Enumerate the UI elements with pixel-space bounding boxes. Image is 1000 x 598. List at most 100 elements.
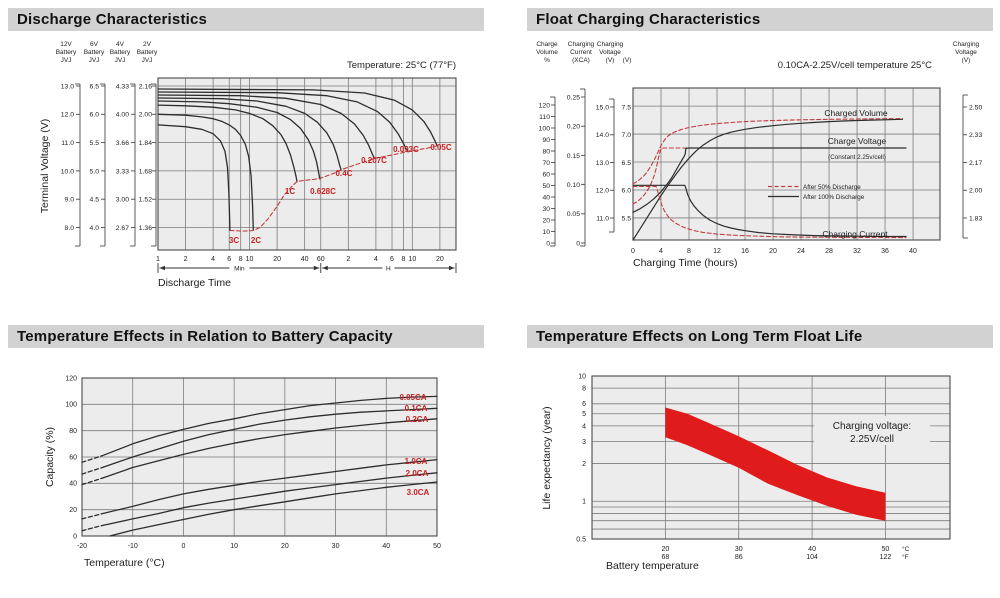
x-tick-label: 60 bbox=[317, 256, 325, 263]
y-tick-label: 0 bbox=[73, 533, 77, 540]
plot-label: 0.4C bbox=[336, 169, 353, 178]
series-0.4C bbox=[157, 97, 342, 171]
section-header-float-charging: Float Charging Characteristics bbox=[527, 8, 993, 31]
range-marker-label: H bbox=[386, 265, 391, 272]
y-tick-label: 100 bbox=[65, 402, 77, 409]
x-tick-label: 4 bbox=[211, 256, 215, 263]
y-tick-label: 10 bbox=[578, 373, 586, 380]
x-tick-label: 30 bbox=[735, 546, 743, 553]
range-marker-arrow-left bbox=[159, 265, 165, 271]
plot-label: 0.10CA-2.25V/cell temperature 25°C bbox=[778, 60, 932, 71]
aux-tick-label: 3.00 bbox=[116, 197, 129, 204]
aux-tick-label: 2.00 bbox=[139, 112, 152, 119]
aux-axis-header: 6V bbox=[90, 41, 99, 48]
aux-tick-label: 30 bbox=[542, 206, 550, 213]
x-tick-label: 1 bbox=[156, 256, 160, 263]
aux-tick-label: 40 bbox=[542, 194, 550, 201]
aux-tick-label: 20 bbox=[542, 217, 550, 224]
aux-tick-label: 1.83 bbox=[969, 215, 982, 222]
x-tick-label: 8 bbox=[687, 248, 691, 255]
x-tick-label: 24 bbox=[797, 248, 805, 255]
x-tick-label: 20 bbox=[661, 546, 669, 553]
series-charged-volume-after-100pct bbox=[632, 118, 904, 241]
x-tick-label: 20 bbox=[769, 248, 777, 255]
aux-tick-label: 110 bbox=[539, 114, 550, 121]
series-charge-voltage-after-100pct bbox=[632, 147, 907, 213]
x-tick-label: 86 bbox=[735, 554, 743, 561]
aux-axis-header: JVJ bbox=[61, 57, 72, 64]
plot-border bbox=[81, 377, 438, 537]
x-tick-label: 122 bbox=[880, 554, 892, 561]
series-2.0CA bbox=[101, 472, 438, 527]
x-tick-label: 0 bbox=[181, 543, 185, 550]
range-marker-label: Min bbox=[234, 265, 245, 272]
series-0.093C bbox=[157, 91, 409, 153]
x-tick-label: 28 bbox=[825, 248, 833, 255]
aux-tick-label: 3.33 bbox=[116, 168, 129, 175]
aux-tick-label: 5.5 bbox=[622, 215, 632, 222]
range-marker-arrow-right bbox=[313, 265, 320, 271]
plot-label: 0.093C bbox=[393, 145, 419, 154]
aux-tick-label: 1.84 bbox=[139, 140, 152, 147]
plot-label: °C bbox=[902, 545, 910, 553]
aux-axis-header: 12V bbox=[60, 41, 72, 48]
plot-label: 0.2CA bbox=[406, 415, 429, 424]
aux-axis-header: Battery bbox=[84, 49, 105, 56]
x-tick-label: 10 bbox=[230, 543, 238, 550]
float-x-axis-title: Charging Time (hours) bbox=[633, 257, 738, 269]
plot-label: (Constant 2.25v/cell) bbox=[828, 154, 886, 161]
series-charge-voltage-after-50pct bbox=[632, 147, 792, 205]
x-tick-label: 20 bbox=[281, 543, 289, 550]
aux-axis-header: (V) bbox=[623, 57, 632, 64]
x-tick-label: 10 bbox=[246, 256, 254, 263]
x-tick-label: 0 bbox=[631, 248, 635, 255]
series-0.2CA-tail bbox=[81, 477, 103, 486]
discharge-x-axis-title: Discharge Time bbox=[158, 277, 231, 289]
aux-axis-header: Charging bbox=[597, 41, 624, 48]
x-tick-label: 2 bbox=[184, 256, 188, 263]
plot-label: 3C bbox=[229, 236, 239, 245]
series-0.05CA bbox=[101, 395, 438, 457]
aux-tick-label: 4.5 bbox=[90, 197, 100, 204]
aux-tick-label: 13.0 bbox=[61, 83, 74, 90]
aux-tick-label: 6.5 bbox=[90, 83, 100, 90]
plot-label: 2C bbox=[251, 236, 261, 245]
series-0.05CA-tail bbox=[81, 455, 103, 463]
aux-tick-label: 6.0 bbox=[90, 112, 100, 119]
x-tick-label: 4 bbox=[659, 248, 663, 255]
range-marker-arrow-left bbox=[322, 265, 328, 271]
aux-tick-label: 0 bbox=[576, 240, 580, 247]
section-header-temp-capacity: Temperature Effects in Relation to Batte… bbox=[8, 325, 484, 348]
aux-tick-label: 2.50 bbox=[969, 104, 982, 111]
x-tick-label: 40 bbox=[808, 546, 816, 553]
aux-tick-label: 8.0 bbox=[65, 225, 75, 232]
aux-tick-label: 2.00 bbox=[969, 188, 982, 195]
plot-label: After 50% Discharge bbox=[803, 184, 861, 191]
aux-tick-label: 60 bbox=[542, 171, 550, 178]
aux-tick-label: 0.15 bbox=[567, 153, 580, 160]
y-tick-label: 1 bbox=[582, 499, 586, 506]
plot-label: 0.628C bbox=[310, 187, 336, 196]
aux-axis-header: (XCA) bbox=[572, 57, 590, 64]
series-3C bbox=[157, 124, 231, 231]
plot-label: After 100% Discharge bbox=[803, 194, 865, 201]
x-tick-label: 4 bbox=[374, 256, 378, 263]
x-tick-label: -10 bbox=[128, 543, 138, 550]
plot-border bbox=[591, 375, 951, 540]
life-expectancy-band bbox=[665, 407, 886, 521]
x-tick-label: 10 bbox=[408, 256, 416, 263]
aux-tick-label: 2.67 bbox=[116, 225, 129, 232]
plot-label: 0.1CA bbox=[405, 404, 428, 413]
aux-tick-label: 90 bbox=[542, 137, 550, 144]
series-charging-current-after-100pct bbox=[632, 184, 907, 238]
aux-axis-header: 4V bbox=[116, 41, 125, 48]
aux-tick-label: 7.5 bbox=[622, 104, 632, 111]
float-charging-characteristics-chart: ChargeVolume%120110100908070605040302010… bbox=[536, 41, 982, 255]
aux-axis-header: Charging bbox=[953, 41, 980, 48]
life-x-axis-title: Battery temperature bbox=[606, 560, 699, 572]
x-tick-label: 16 bbox=[741, 248, 749, 255]
plot-label: Charge Voltage bbox=[828, 136, 887, 146]
plot-label: 1C bbox=[285, 187, 295, 196]
aux-tick-label: 80 bbox=[542, 148, 550, 155]
aux-tick-label: 70 bbox=[542, 160, 550, 167]
